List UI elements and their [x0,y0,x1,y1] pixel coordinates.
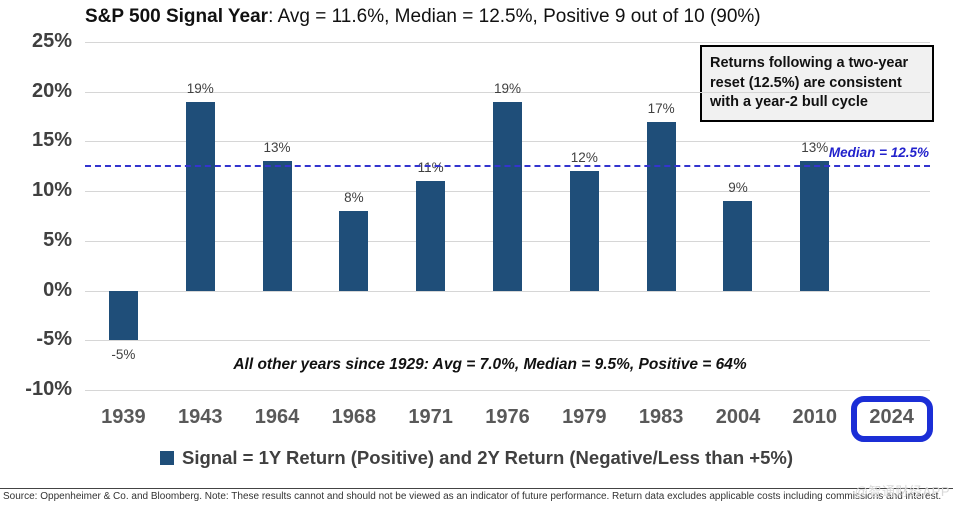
source-note: Source: Oppenheimer & Co. and Bloomberg.… [0,488,953,502]
x-axis-tick-1983: 1983 [638,406,684,428]
bar-value-label: 19% [493,80,522,96]
gridline [85,290,930,292]
bar-value-label: 19% [186,80,214,96]
bar-2004 [723,201,753,291]
watermark: @智通财经APP [854,484,950,499]
bar-1983 [646,121,676,291]
chart-title-bold: S&P 500 Signal Year [85,6,269,27]
bar-1939 [108,290,138,341]
x-axis-tick-1976: 1976 [485,406,530,428]
chart-title-rest: : Avg = 11.6%, Median = 12.5%, Positive … [268,6,761,27]
bar-2010 [800,161,830,291]
gridline [85,340,930,342]
other-years-annotation: All other years since 1929: Avg = 7.0%, … [233,356,747,373]
highlight-box-2024 [850,396,933,442]
x-axis-tick-1971: 1971 [408,406,453,428]
chart-title: S&P 500 Signal Year: Avg = 11.6%, Median… [85,6,761,28]
legend-swatch-icon [159,451,174,465]
bar-value-label: -5% [111,347,136,363]
x-axis-tick-1968: 1968 [331,406,377,428]
x-axis-tick-1943: 1943 [177,406,223,428]
x-axis-tick-2010: 2010 [792,406,838,428]
y-axis-tick: 15% [31,129,72,152]
x-axis-tick-1979: 1979 [562,406,607,428]
y-axis-tick: -5% [36,328,72,351]
callout-box: Returns following a two-year reset (12.5… [700,45,934,122]
bar-value-label: 13% [263,140,291,156]
median-line [85,165,930,168]
bar-1979 [569,171,599,291]
bar-1943 [185,101,215,291]
bar-1971 [416,181,446,291]
bar-value-label: 8% [344,190,364,206]
y-axis-tick: 0% [43,278,72,301]
bar-value-label: 9% [728,180,748,196]
gridline [85,91,930,93]
x-axis-tick-1964: 1964 [254,406,300,428]
bar-value-label: 13% [801,140,829,156]
y-axis-tick: 20% [31,79,72,102]
y-axis-tick: 5% [43,228,72,251]
bar-value-label: 12% [570,150,598,166]
legend: Signal = 1Y Return (Positive) and 2Y Ret… [0,447,953,469]
median-line-label: Median = 12.5% [828,145,929,160]
x-axis-tick-1939: 1939 [101,406,146,428]
bar-1968 [339,211,369,291]
bar-value-label: 11% [417,160,444,176]
x-axis-tick-2024: 2024 [869,406,914,428]
legend-label: Signal = 1Y Return (Positive) and 2Y Ret… [181,447,793,468]
bar-1964 [262,161,292,291]
y-axis-tick: 25% [31,30,72,52]
x-axis-tick-2004: 2004 [715,406,761,428]
y-axis-tick: 10% [31,179,72,202]
gridline [85,390,930,391]
gridline [85,42,930,43]
y-axis-tick: -10% [25,378,72,400]
bar-value-label: 17% [647,100,675,116]
bar-1976 [493,101,522,291]
